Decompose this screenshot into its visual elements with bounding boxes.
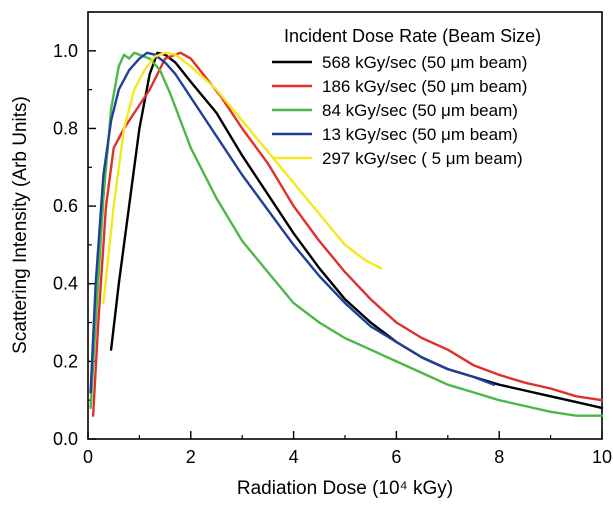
x-tick-label: 0 [83,447,93,467]
y-axis-ticks: 0.0 0.2 0.4 0.6 0.8 1.0 [53,41,96,449]
x-tick-label: 2 [186,447,196,467]
x-axis-ticks: 0 2 4 6 8 10 [83,431,612,467]
legend-title: Incident Dose Rate (Beam Size) [284,26,541,46]
series-line-0 [109,51,604,410]
series-line-3 [89,51,496,394]
legend-label: 84 kGy/sec (50 μm beam) [322,101,518,120]
x-axis-label: Radiation Dose (10⁴ kGy) [237,478,453,499]
legend-label: 13 kGy/sec (50 μm beam) [322,125,518,144]
series-line-1 [91,51,604,417]
y-tick-label: 0.0 [53,429,78,449]
y-tick-label: 0.6 [53,196,78,216]
series-lines [89,51,604,417]
x-tick-label: 6 [391,447,401,467]
series-line-4 [102,51,383,305]
x-tick-label: 4 [289,447,299,467]
legend-label: 568 kGy/sec (50 μm beam) [322,53,527,72]
legend-label: 297 kGy/sec ( 5 μm beam) [322,149,523,168]
y-tick-label: 0.2 [53,351,78,371]
y-tick-label: 0.8 [53,118,78,138]
y-axis-label: Scattering Intensity (Arb Units) [10,96,31,354]
legend: Incident Dose Rate (Beam Size) 568 kGy/s… [272,26,541,168]
y-tick-label: 1.0 [53,41,78,61]
y-tick-label: 0.4 [53,274,78,294]
series-line-2 [89,51,604,417]
legend-label: 186 kGy/sec (50 μm beam) [322,77,527,96]
x-tick-label: 8 [494,447,504,467]
x-tick-label: 10 [592,447,612,467]
